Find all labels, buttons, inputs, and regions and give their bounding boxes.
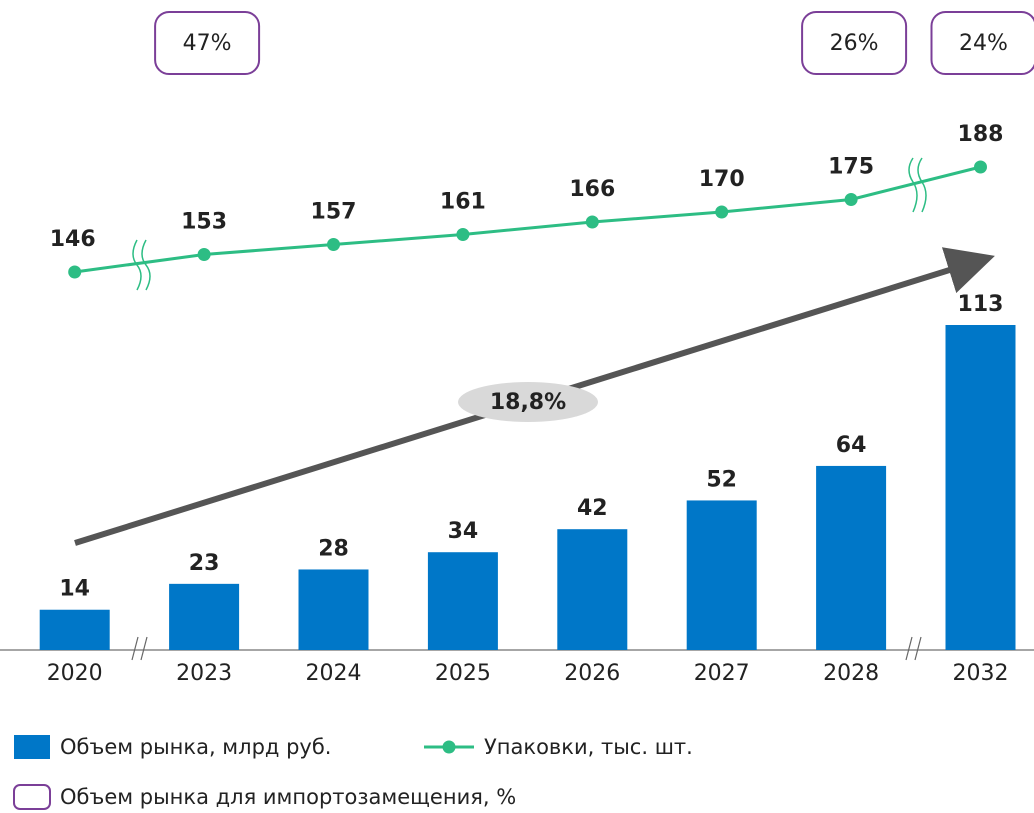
bar [39, 609, 110, 650]
legend-label: Объем рынка, млрд руб. [60, 735, 331, 759]
line-break [132, 157, 927, 291]
line-value-label: 170 [699, 167, 745, 192]
cagr-badge [458, 382, 598, 422]
annotation-label: 26% [830, 31, 879, 56]
line-value-label: 161 [440, 190, 486, 215]
annotation-box [930, 11, 1034, 75]
x-tick-label: 2032 [953, 661, 1009, 686]
line [74, 165, 981, 274]
x-tick-label: 2025 [435, 661, 491, 686]
bar-value-label: 23 [189, 551, 220, 576]
axis-break [131, 636, 922, 661]
line-point [327, 238, 340, 251]
x-tick-label: 2028 [823, 661, 879, 686]
bar-value-label: 42 [577, 496, 608, 521]
legend-label: Упаковки, тыс. шт. [484, 735, 693, 759]
x-tick-label: 2027 [694, 661, 750, 686]
x-tick-label: 2026 [564, 661, 620, 686]
legend-label: Объем рынка для импортозамещения, % [60, 785, 516, 809]
line-value-label: 166 [569, 177, 615, 202]
legend-swatch [13, 784, 51, 810]
line-value-label: 146 [50, 227, 96, 252]
bar-value-label: 52 [706, 467, 737, 492]
bar-value-label: 14 [59, 577, 90, 602]
annotation-label: 47% [183, 31, 232, 56]
annotation-box [154, 11, 261, 75]
bar-value-label: 34 [448, 519, 479, 544]
line-point [585, 215, 599, 229]
line-point [197, 248, 211, 261]
x-tick-label: 2023 [176, 661, 232, 686]
line-point [974, 160, 987, 174]
bar-value-label: 28 [318, 536, 349, 561]
line-value-label: 188 [958, 122, 1004, 147]
bar-value-label: 64 [836, 433, 867, 458]
legend-swatch [442, 740, 456, 754]
line-value-label: 157 [311, 200, 357, 225]
bar [816, 465, 887, 650]
x-tick-label: 2020 [47, 661, 103, 686]
bar [427, 552, 498, 650]
bar [686, 500, 757, 650]
bar [557, 529, 628, 650]
annotation-label: 24% [959, 31, 1008, 56]
bar [945, 325, 1016, 650]
x-tick-label: 2024 [306, 661, 362, 686]
legend-swatch [14, 735, 50, 759]
cagr-label: 18,8% [490, 390, 566, 415]
annotation-box [801, 11, 908, 75]
bar-value-label: 113 [958, 292, 1004, 317]
line-point [844, 193, 858, 206]
bar [298, 569, 369, 650]
line-value-label: 153 [181, 210, 227, 235]
line-value-label: 175 [828, 155, 874, 180]
line-point [456, 228, 470, 241]
bar [169, 583, 240, 650]
line-point [68, 265, 82, 279]
line-point [715, 205, 729, 219]
